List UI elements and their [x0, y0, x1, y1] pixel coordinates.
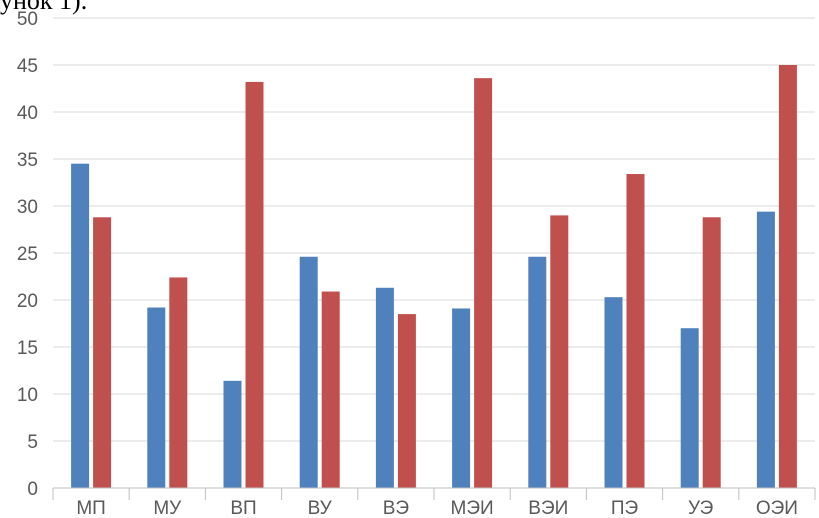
bar-series-2	[169, 277, 188, 488]
bars	[71, 65, 797, 489]
y-tick-label: 15	[17, 338, 38, 359]
x-tick-label: ВУ	[308, 498, 333, 518]
y-tick-label: 20	[17, 291, 38, 312]
bar-series-2	[397, 314, 416, 488]
y-tick-label: 25	[17, 244, 38, 265]
y-tick-label: 50	[17, 9, 38, 30]
y-tick-label: 35	[17, 150, 38, 171]
bar-series-1	[375, 287, 394, 488]
y-tick-label: 45	[17, 56, 38, 77]
x-axis-tick-labels: МП МУ ВП ВУ ВЭ МЭИ ВЭИ ПЭ УЭ ОЭИ	[76, 498, 798, 518]
bar-series-1	[299, 256, 318, 488]
bar-series-2	[550, 215, 569, 488]
bar-series-2	[245, 81, 264, 489]
x-tick-label: ВЭИ	[528, 498, 568, 518]
bar-series-1	[756, 211, 775, 488]
bar-series-1	[680, 328, 699, 488]
bar-series-1	[71, 163, 90, 488]
x-tick-label: МУ	[153, 498, 182, 518]
x-tick-label: ПЭ	[611, 498, 638, 518]
bar-series-1	[528, 256, 547, 488]
x-tick-label: МЭИ	[451, 498, 494, 518]
y-tick-label: 30	[17, 197, 38, 218]
bar-series-1	[223, 380, 242, 488]
bar-series-1	[147, 307, 166, 488]
bar-series-2	[474, 78, 493, 488]
bar-series-2	[626, 174, 645, 489]
gridlines	[53, 17, 815, 442]
y-tick-label: 5	[27, 432, 38, 453]
text-fragment: унок 1).	[0, 0, 88, 15]
bar-series-2	[321, 291, 340, 488]
bar-series-2	[93, 217, 112, 488]
bar-series-1	[604, 297, 623, 488]
x-tick-label: МП	[76, 498, 105, 518]
bar-series-2	[778, 65, 797, 488]
y-tick-label: 10	[17, 385, 38, 406]
x-tick-label: ВЭ	[383, 498, 409, 518]
x-axis-ticks	[52, 488, 816, 500]
x-tick-label: ВП	[230, 498, 256, 518]
y-tick-label: 40	[17, 103, 38, 124]
x-tick-label: УЭ	[688, 498, 713, 518]
y-axis-tick-labels: 0 5 10 15 20 25 30 35 40 45 50	[17, 9, 38, 500]
bar-series-1	[452, 308, 471, 488]
bar-series-2	[702, 217, 721, 488]
x-tick-label: ОЭИ	[756, 498, 798, 518]
y-tick-label: 0	[27, 479, 38, 500]
